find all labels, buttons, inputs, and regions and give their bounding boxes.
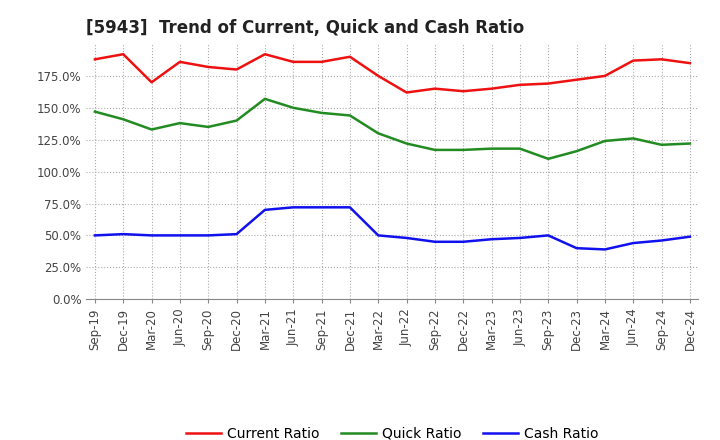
Cash Ratio xyxy=(629,240,637,246)
Current Ratio xyxy=(204,64,212,70)
Cash Ratio xyxy=(431,239,439,245)
Cash Ratio xyxy=(459,239,467,245)
Quick Ratio xyxy=(431,147,439,153)
Current Ratio xyxy=(402,90,411,95)
Quick Ratio xyxy=(261,96,269,102)
Current Ratio xyxy=(487,86,496,92)
Current Ratio xyxy=(148,80,156,85)
Current Ratio xyxy=(289,59,297,65)
Quick Ratio xyxy=(600,138,609,143)
Quick Ratio xyxy=(289,105,297,110)
Line: Cash Ratio: Cash Ratio xyxy=(95,207,690,249)
Quick Ratio xyxy=(318,110,326,116)
Legend: Current Ratio, Quick Ratio, Cash Ratio: Current Ratio, Quick Ratio, Cash Ratio xyxy=(180,421,605,440)
Current Ratio xyxy=(91,57,99,62)
Quick Ratio xyxy=(572,149,581,154)
Quick Ratio xyxy=(346,113,354,118)
Current Ratio xyxy=(544,81,552,86)
Quick Ratio xyxy=(204,124,212,129)
Quick Ratio xyxy=(119,117,127,122)
Cash Ratio xyxy=(600,247,609,252)
Quick Ratio xyxy=(544,156,552,161)
Current Ratio xyxy=(459,88,467,94)
Quick Ratio xyxy=(176,121,184,126)
Cash Ratio xyxy=(487,237,496,242)
Cash Ratio xyxy=(148,233,156,238)
Quick Ratio xyxy=(233,118,241,123)
Quick Ratio xyxy=(148,127,156,132)
Current Ratio xyxy=(657,57,666,62)
Current Ratio xyxy=(261,51,269,57)
Cash Ratio xyxy=(516,235,524,241)
Quick Ratio xyxy=(629,136,637,141)
Cash Ratio xyxy=(91,233,99,238)
Cash Ratio xyxy=(176,233,184,238)
Text: [5943]  Trend of Current, Quick and Cash Ratio: [5943] Trend of Current, Quick and Cash … xyxy=(86,19,525,37)
Current Ratio xyxy=(233,67,241,72)
Quick Ratio xyxy=(516,146,524,151)
Current Ratio xyxy=(572,77,581,82)
Current Ratio xyxy=(119,51,127,57)
Cash Ratio xyxy=(233,231,241,237)
Current Ratio xyxy=(629,58,637,63)
Cash Ratio xyxy=(572,246,581,251)
Quick Ratio xyxy=(459,147,467,153)
Cash Ratio xyxy=(374,233,382,238)
Cash Ratio xyxy=(402,235,411,241)
Current Ratio xyxy=(318,59,326,65)
Cash Ratio xyxy=(318,205,326,210)
Quick Ratio xyxy=(374,131,382,136)
Cash Ratio xyxy=(685,234,694,239)
Cash Ratio xyxy=(289,205,297,210)
Current Ratio xyxy=(374,73,382,78)
Cash Ratio xyxy=(119,231,127,237)
Cash Ratio xyxy=(204,233,212,238)
Cash Ratio xyxy=(544,233,552,238)
Line: Current Ratio: Current Ratio xyxy=(95,54,690,92)
Current Ratio xyxy=(600,73,609,78)
Quick Ratio xyxy=(657,142,666,147)
Quick Ratio xyxy=(685,141,694,146)
Current Ratio xyxy=(431,86,439,92)
Line: Quick Ratio: Quick Ratio xyxy=(95,99,690,159)
Current Ratio xyxy=(685,60,694,66)
Quick Ratio xyxy=(487,146,496,151)
Current Ratio xyxy=(346,54,354,59)
Quick Ratio xyxy=(91,109,99,114)
Current Ratio xyxy=(516,82,524,88)
Quick Ratio xyxy=(402,141,411,146)
Cash Ratio xyxy=(346,205,354,210)
Current Ratio xyxy=(176,59,184,65)
Cash Ratio xyxy=(261,207,269,213)
Cash Ratio xyxy=(657,238,666,243)
